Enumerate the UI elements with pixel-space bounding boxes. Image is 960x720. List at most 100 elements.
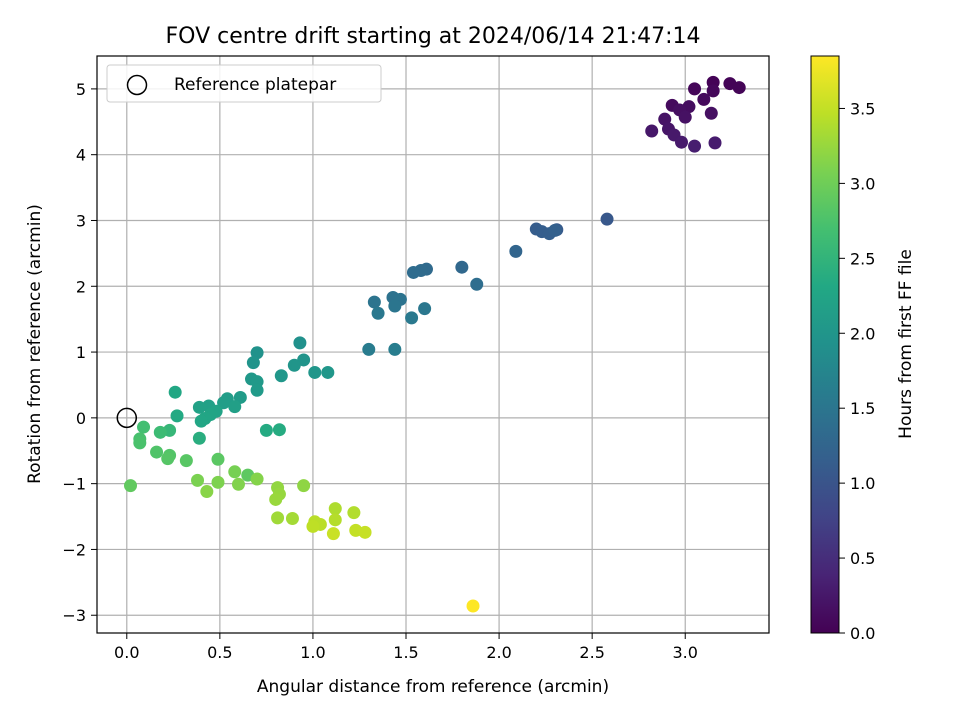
scatter-point (274, 369, 288, 383)
scatter-point (388, 342, 402, 356)
colorbar-tick-label: 3.0 (850, 174, 875, 193)
y-tick-label: −2 (62, 540, 86, 559)
chart-title: FOV centre drift starting at 2024/06/14 … (166, 24, 701, 49)
scatter-point (250, 346, 264, 360)
colorbar-tick-label: 0.5 (850, 549, 875, 568)
x-axis-ticks: 0.0 0.5 1.0 1.5 2.0 2.5 3.0 (114, 633, 698, 662)
scatter-point (246, 356, 260, 370)
scatter-point (211, 452, 225, 466)
y-tick-label: 5 (76, 80, 86, 99)
y-tick-label: 4 (76, 146, 86, 165)
y-tick-label: −1 (62, 475, 86, 494)
scatter-point (388, 299, 402, 313)
scatter-point (645, 124, 659, 138)
scatter-point (168, 385, 182, 399)
scatter-point (217, 396, 231, 410)
legend-marker (126, 74, 148, 96)
scatter-point (697, 92, 711, 106)
scatter-point (297, 479, 311, 493)
colorbar-tick-label: 2.5 (850, 249, 875, 268)
scatter-point (191, 473, 205, 487)
scatter-point (228, 400, 242, 414)
scatter-point (133, 436, 147, 450)
grid-lines (97, 56, 769, 633)
scatter-point (455, 260, 469, 274)
colorbar-label: Hours from first FF file (896, 249, 916, 439)
scatter-point (509, 244, 523, 258)
scatter-point (328, 513, 342, 527)
y-tick-label: 1 (76, 343, 86, 362)
scatter-point (272, 423, 286, 437)
colorbar-tick-label: 1.5 (850, 399, 875, 418)
scatter-point (328, 502, 342, 516)
scatter-point (306, 519, 320, 533)
colorbar-tick-label: 2.0 (850, 324, 875, 343)
scatter-point (347, 506, 361, 520)
x-tick-label: 2.0 (486, 643, 511, 662)
x-tick-label: 2.5 (579, 643, 604, 662)
colorbar-tick-label: 0.0 (850, 624, 875, 643)
scatter-point (362, 342, 376, 356)
scatter-point (192, 431, 206, 445)
scatter-point (271, 511, 285, 525)
scatter-point (466, 599, 480, 613)
legend: Reference platepar (106, 64, 382, 103)
scatter-point (371, 306, 385, 320)
scatter-point (150, 445, 164, 459)
scatter-point (308, 365, 322, 379)
scatter-point (192, 400, 206, 414)
legend-entry-reference: Reference platepar (174, 75, 336, 95)
scatter-point (405, 311, 419, 325)
scatter-point (678, 110, 692, 124)
scatter-point (285, 512, 299, 526)
scatter-point (170, 409, 184, 423)
scatter-point (706, 84, 720, 98)
x-tick-label: 3.0 (673, 643, 698, 662)
scatter-point (704, 106, 718, 120)
colorbar-tick-label: 3.5 (850, 99, 875, 118)
scatter-points (124, 75, 746, 613)
y-tick-label: 3 (76, 211, 86, 230)
scatter-point (179, 454, 193, 468)
scatter-point (153, 425, 167, 439)
y-tick-label: −3 (62, 606, 86, 625)
scatter-point (708, 136, 722, 150)
colorbar-tick-label: 1.0 (850, 474, 875, 493)
scatter-point (688, 139, 702, 153)
scatter-point (548, 223, 562, 237)
x-tick-label: 1.5 (393, 643, 418, 662)
y-tick-label: 0 (76, 409, 86, 428)
reference-point (116, 407, 138, 429)
scatter-point (250, 472, 264, 486)
scatter-point (658, 112, 672, 126)
y-tick-label: 2 (76, 277, 86, 296)
scatter-point (293, 336, 307, 350)
scatter-point (406, 265, 420, 279)
scatter-point (231, 477, 245, 491)
scatter-point (470, 277, 484, 291)
x-tick-label: 0.0 (114, 643, 139, 662)
scatter-point (367, 295, 381, 309)
scatter-point (124, 479, 138, 493)
scatter-point (259, 423, 273, 437)
x-tick-label: 1.0 (300, 643, 325, 662)
scatter-point (600, 212, 614, 226)
scatter-point (137, 420, 151, 434)
scatter-point (269, 492, 283, 506)
colorbar (810, 55, 840, 634)
scatter-point (418, 302, 432, 316)
scatter-point (732, 81, 746, 95)
y-axis-ticks: −3 −2 −1 0 1 2 3 4 5 (62, 80, 97, 625)
x-tick-label: 0.5 (207, 643, 232, 662)
scatter-point (211, 475, 225, 489)
scatter-point (250, 383, 264, 397)
scatter-point (161, 452, 175, 466)
scatter-point (358, 525, 372, 539)
scatter-point (194, 414, 208, 428)
scatter-point (287, 358, 301, 372)
y-axis-label: Rotation from reference (arcmin) (25, 204, 45, 484)
plot-frame (96, 55, 770, 634)
scatter-point (228, 465, 242, 479)
scatter-point (688, 82, 702, 96)
